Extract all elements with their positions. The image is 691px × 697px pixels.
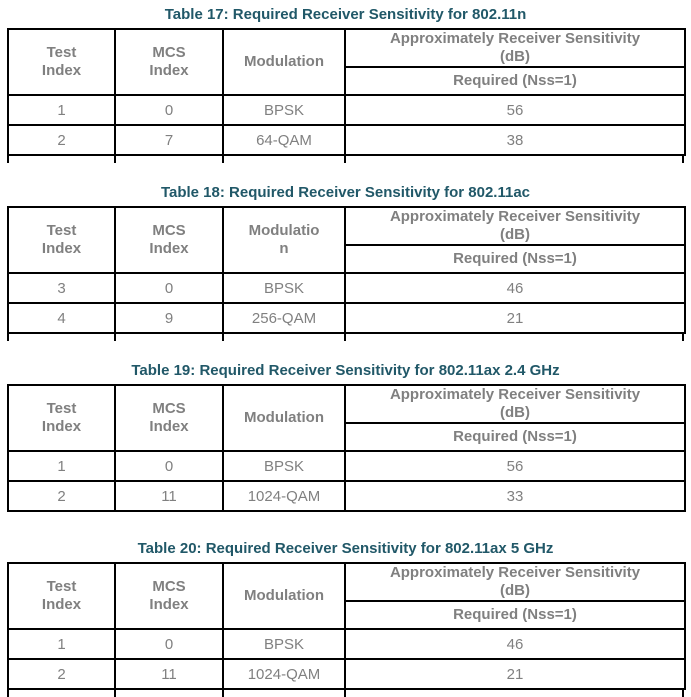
header-row-sub: Required (Nss=1) — [8, 422, 686, 452]
table-19-title: Table 19: Required Receiver Sensitivity … — [131, 362, 560, 379]
data-row: 4 9 256-QAM 21 — [7, 302, 686, 334]
header-test-index: Test Index — [7, 28, 116, 96]
header-mcs-index: MCS Index — [114, 206, 224, 274]
header-modulation: Modulatio n — [222, 206, 346, 274]
header-mcs-index: MCS Index — [114, 562, 224, 630]
header-row-sub: Required (Nss=1) — [8, 244, 686, 274]
cell-required-value: 33 — [344, 480, 686, 512]
cell-modulation: BPSK — [222, 628, 346, 660]
cell-test-index: 3 — [7, 272, 116, 304]
header-row-top: Test Index MCS Index Modulatio n Approxi… — [7, 206, 686, 274]
header-row-top: Test Index MCS Index Modulation Approxim… — [7, 28, 686, 96]
header-mcs-index: MCS Index — [114, 384, 224, 452]
cell-modulation: 256-QAM — [222, 302, 346, 334]
data-row: 2 7 64-QAM 38 — [7, 124, 686, 156]
data-row: 2 11 1024-QAM 33 — [7, 480, 686, 512]
data-row: 3 0 BPSK 46 — [7, 272, 686, 304]
header-row-top: Test Index MCS Index Modulation Approxim… — [7, 384, 686, 452]
header-required-nss1: Required (Nss=1) — [344, 600, 686, 630]
cell-modulation: 1024-QAM — [222, 480, 346, 512]
cell-mcs-index: 0 — [114, 450, 224, 482]
cell-test-index: 2 — [7, 658, 116, 690]
cell-required-value: 38 — [344, 124, 686, 156]
cropped-next-row-sliver — [7, 690, 684, 697]
cropped-next-row-sliver — [7, 334, 684, 341]
header-required-nss1: Required (Nss=1) — [344, 422, 686, 452]
cell-test-index: 2 — [7, 480, 116, 512]
cell-test-index: 4 — [7, 302, 116, 334]
table-19: Test Index MCS Index Modulation Approxim… — [7, 384, 686, 512]
cell-required-value: 46 — [344, 272, 686, 304]
cell-modulation: BPSK — [222, 94, 346, 126]
header-mcs-index: MCS Index — [114, 28, 224, 96]
table-20: Test Index MCS Index Modulation Approxim… — [7, 562, 686, 690]
table-20-block: Table 20: Required Receiver Sensitivity … — [0, 540, 691, 697]
data-row: 1 0 BPSK 46 — [7, 628, 686, 660]
header-modulation: Modulation — [222, 28, 346, 96]
header-row-top: Test Index MCS Index Modulation Approxim… — [7, 562, 686, 630]
data-row: 1 0 BPSK 56 — [7, 450, 686, 482]
table-18-title: Table 18: Required Receiver Sensitivity … — [160, 184, 531, 201]
cell-mcs-index: 0 — [114, 628, 224, 660]
cell-modulation: 64-QAM — [222, 124, 346, 156]
header-row-sub: Required (Nss=1) — [8, 66, 686, 96]
cell-test-index: 1 — [7, 94, 116, 126]
header-sensitivity-db: Approximately Receiver Sensitivity (dB) — [344, 206, 686, 246]
table-17: Test Index MCS Index Modulation Approxim… — [7, 28, 686, 156]
header-test-index: Test Index — [7, 562, 116, 630]
data-row: 2 11 1024-QAM 21 — [7, 658, 686, 690]
table-19-block: Table 19: Required Receiver Sensitivity … — [0, 362, 691, 512]
cell-mcs-index: 11 — [114, 658, 224, 690]
table-17-title: Table 17: Required Receiver Sensitivity … — [164, 6, 527, 23]
header-required-nss1: Required (Nss=1) — [344, 66, 686, 96]
cropped-next-row-sliver — [7, 156, 684, 163]
table-18-block: Table 18: Required Receiver Sensitivity … — [0, 184, 691, 341]
header-row-sub: Required (Nss=1) — [8, 600, 686, 630]
cell-test-index: 1 — [7, 628, 116, 660]
cell-required-value: 21 — [344, 302, 686, 334]
cell-required-value: 46 — [344, 628, 686, 660]
cell-test-index: 1 — [7, 450, 116, 482]
header-test-index: Test Index — [7, 384, 116, 452]
header-required-nss1: Required (Nss=1) — [344, 244, 686, 274]
cell-required-value: 21 — [344, 658, 686, 690]
cell-test-index: 2 — [7, 124, 116, 156]
header-sensitivity-db: Approximately Receiver Sensitivity (dB) — [344, 562, 686, 602]
cell-modulation: BPSK — [222, 272, 346, 304]
cell-required-value: 56 — [344, 94, 686, 126]
header-sensitivity-db: Approximately Receiver Sensitivity (dB) — [344, 384, 686, 424]
cell-modulation: 1024-QAM — [222, 658, 346, 690]
header-sensitivity-db: Approximately Receiver Sensitivity (dB) — [344, 28, 686, 68]
table-17-block: Table 17: Required Receiver Sensitivity … — [0, 6, 691, 163]
cell-required-value: 56 — [344, 450, 686, 482]
cell-mcs-index: 9 — [114, 302, 224, 334]
data-row: 1 0 BPSK 56 — [7, 94, 686, 126]
cell-modulation: BPSK — [222, 450, 346, 482]
table-20-title: Table 20: Required Receiver Sensitivity … — [137, 540, 554, 557]
header-modulation: Modulation — [222, 384, 346, 452]
cell-mcs-index: 0 — [114, 94, 224, 126]
table-18: Test Index MCS Index Modulatio n Approxi… — [7, 206, 686, 334]
header-modulation: Modulation — [222, 562, 346, 630]
cell-mcs-index: 7 — [114, 124, 224, 156]
cell-mcs-index: 11 — [114, 480, 224, 512]
header-test-index: Test Index — [7, 206, 116, 274]
cell-mcs-index: 0 — [114, 272, 224, 304]
